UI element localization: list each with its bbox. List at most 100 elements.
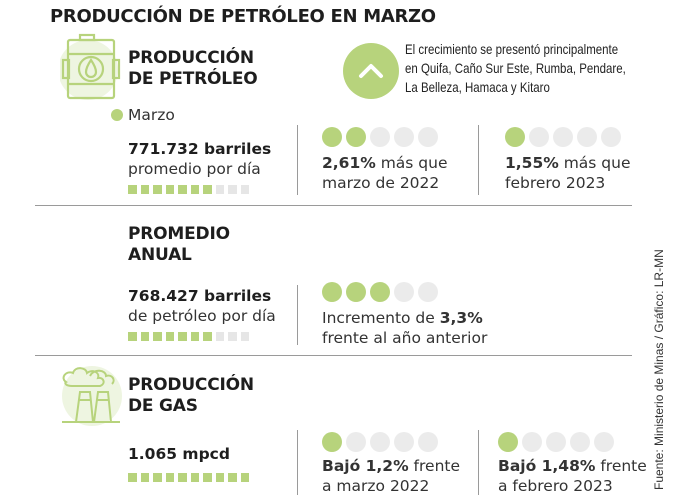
- comparison-text: más que: [558, 154, 631, 172]
- dots-meter: [322, 432, 460, 452]
- dot-empty: [418, 127, 438, 147]
- oil-heading-line2: DE PETRÓLEO: [128, 69, 258, 89]
- square-filled: [140, 473, 149, 482]
- square-filled: [140, 185, 149, 194]
- square-filled: [215, 473, 224, 482]
- square-empty: [215, 185, 224, 194]
- comparison-text: más que: [375, 154, 448, 172]
- divider: [297, 430, 298, 495]
- comparison-value: 2,61%: [322, 154, 376, 172]
- annual-comparison: Incremento de 3,3% frente al año anterio…: [322, 282, 487, 348]
- square-filled: [128, 332, 137, 341]
- source-credit: Fuente: Ministerio de Minas / Gráfico: L…: [652, 249, 666, 490]
- square-filled: [153, 185, 162, 194]
- square-filled: [203, 332, 212, 341]
- square-filled: [165, 185, 174, 194]
- square-filled: [178, 185, 187, 194]
- dot-empty: [570, 432, 590, 452]
- square-filled: [128, 473, 137, 482]
- comparison-line2: marzo de 2022: [322, 174, 440, 192]
- square-filled: [165, 473, 174, 482]
- dot-empty: [394, 432, 414, 452]
- square-filled: [153, 473, 162, 482]
- gas-comparison-1: Bajó 1,2% frente a marzo 2022: [322, 432, 460, 496]
- comparison-text: frente: [408, 457, 461, 475]
- dot-filled: [322, 127, 342, 147]
- gas-value: 1.065 mpcd: [128, 444, 249, 482]
- square-filled: [190, 473, 199, 482]
- oil-comparison-2: 1,55% más que febrero 2023: [505, 127, 631, 193]
- square-filled: [178, 473, 187, 482]
- comparison-value: 3,3%: [439, 309, 483, 327]
- oil-comparison-1: 2,61% más que marzo de 2022: [322, 127, 448, 193]
- comparison-line2: frente al año anterior: [322, 329, 488, 347]
- oil-heading: PRODUCCIÓN DE PETRÓLEO: [128, 48, 258, 90]
- divider: [297, 125, 298, 195]
- square-filled: [178, 332, 187, 341]
- annual-heading-line1: PROMEDIO: [128, 224, 230, 244]
- chevron-up-icon: [343, 43, 399, 99]
- square-filled: [240, 473, 249, 482]
- dots-meter: [505, 127, 631, 147]
- comparison-value: Bajó 1,2%: [322, 457, 409, 475]
- dot-filled: [498, 432, 518, 452]
- square-empty: [215, 332, 224, 341]
- section-divider: [35, 205, 632, 206]
- square-filled: [153, 332, 162, 341]
- square-empty: [228, 185, 237, 194]
- comparison-text: Incremento de: [322, 309, 440, 327]
- square-empty: [240, 185, 249, 194]
- dot-empty: [370, 127, 390, 147]
- gas-heading: PRODUCCIÓN DE GAS: [128, 375, 254, 417]
- dot-empty: [418, 432, 438, 452]
- square-filled: [140, 332, 149, 341]
- squares-meter: [128, 332, 276, 341]
- dot-empty: [394, 282, 414, 302]
- value: 1.065 mpcd: [128, 445, 230, 463]
- square-filled: [228, 473, 237, 482]
- dot-empty: [546, 432, 566, 452]
- square-filled: [190, 332, 199, 341]
- dot-filled: [322, 282, 342, 302]
- dots-meter: [322, 127, 448, 147]
- comparison-line2: febrero 2023: [505, 174, 606, 192]
- page-title: PRODUCCIÓN DE PETRÓLEO EN MARZO: [50, 6, 436, 27]
- dot-filled: [346, 127, 366, 147]
- square-empty: [240, 332, 249, 341]
- oil-march-value: 771.732 barriles promedio por día: [128, 139, 271, 194]
- dot-empty: [553, 127, 573, 147]
- annual-heading-line2: ANUAL: [128, 245, 192, 265]
- dot-empty: [418, 282, 438, 302]
- squares-meter: [128, 185, 271, 194]
- dot-filled: [346, 282, 366, 302]
- dot-empty: [577, 127, 597, 147]
- gas-comparison-2: Bajó 1,48% frente a febrero 2023: [498, 432, 647, 496]
- growth-note: El crecimiento se presentó principalment…: [405, 40, 626, 97]
- value-sub: promedio por día: [128, 160, 261, 178]
- oil-heading-line1: PRODUCCIÓN: [128, 48, 254, 68]
- dot-empty: [346, 432, 366, 452]
- dots-meter: [498, 432, 647, 452]
- value-sub: de petróleo por día: [128, 307, 276, 325]
- note-line: La Belleza, Hamaca y Kitaro: [405, 79, 550, 95]
- divider: [297, 285, 298, 345]
- value: 768.427 barriles: [128, 287, 272, 305]
- gas-heading-line2: DE GAS: [128, 396, 198, 416]
- dot-filled: [370, 282, 390, 302]
- comparison-line2: a marzo 2022: [322, 477, 430, 495]
- dot-empty: [529, 127, 549, 147]
- comparison-line2: a febrero 2023: [498, 477, 613, 495]
- note-line: en Quifa, Caño Sur Este, Rumba, Pendare,: [405, 60, 626, 76]
- annual-value: 768.427 barriles de petróleo por día: [128, 286, 276, 341]
- value: 771.732 barriles: [128, 140, 272, 158]
- squares-meter: [128, 473, 249, 482]
- annual-heading: PROMEDIO ANUAL: [128, 224, 230, 266]
- square-filled: [128, 185, 137, 194]
- divider: [478, 125, 479, 195]
- comparison-text: frente: [595, 457, 647, 475]
- oil-barrel-icon: [58, 32, 122, 100]
- legend-dot: [111, 109, 123, 121]
- comparison-value: 1,55%: [505, 154, 559, 172]
- square-filled: [165, 332, 174, 341]
- dot-empty: [601, 127, 621, 147]
